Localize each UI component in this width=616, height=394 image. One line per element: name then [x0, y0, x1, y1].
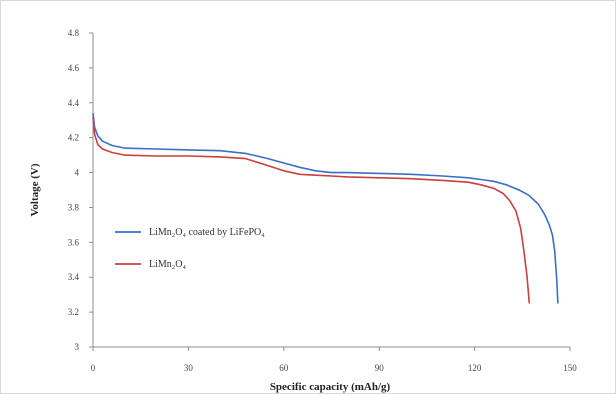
y-tick-label: 4.6: [68, 63, 80, 73]
y-ticks: 3 3.2 3.4 3.6 3.8 4 4.2 4.4 4.6 4.8: [68, 28, 93, 352]
uncoated-series-line: [92, 116, 531, 304]
legend-label: LiMn₂O₄: [149, 259, 186, 270]
y-axis-label: Voltage (V): [29, 163, 41, 216]
x-ticks: 0 30 60 90 120 150: [91, 347, 577, 373]
x-tick-label: 90: [375, 363, 385, 373]
y-tick-label: 4.4: [68, 98, 80, 108]
y-tick-label: 3.2: [68, 307, 79, 317]
x-tick-label: 30: [184, 363, 194, 373]
legend: LiMn₂O₄ coated by LiFePO₄ LiMn₂O₄: [115, 227, 265, 270]
x-tick-label: 150: [563, 363, 577, 373]
coated-series-line: [92, 113, 559, 304]
series-group: [92, 113, 559, 304]
x-tick-label: 120: [468, 363, 482, 373]
axes: [92, 33, 570, 348]
y-tick-label: 3.4: [68, 272, 80, 282]
x-tick-label: 60: [279, 363, 289, 373]
legend-label: LiMn₂O₄ coated by LiFePO₄: [149, 227, 265, 238]
y-tick-label: 3.6: [68, 237, 80, 247]
x-axis-label: Specific capacity (mAh/g): [270, 381, 391, 393]
y-tick-label: 4.8: [68, 28, 80, 38]
y-tick-label: 4: [75, 168, 80, 178]
y-tick-label: 4.2: [68, 133, 79, 143]
x-tick-label: 0: [91, 363, 96, 373]
y-tick-label: 3.8: [68, 202, 80, 212]
y-tick-label: 3: [75, 342, 80, 352]
